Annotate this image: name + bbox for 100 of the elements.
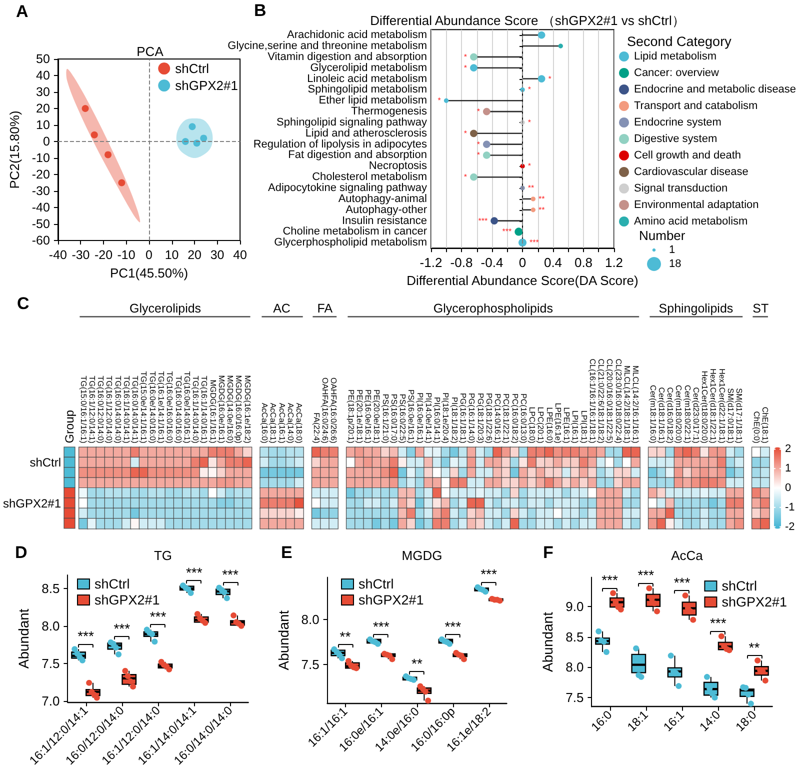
x-tick-label: LPE(16:0) (544, 407, 554, 444)
data-label: * (548, 74, 552, 84)
x-tick-label: Cer(d16:0/18:2) (666, 387, 675, 444)
data-label: * (476, 140, 480, 149)
y-tick-label: Necroptosis (368, 160, 428, 172)
y-tick-label: Sphingolipid metabolism (308, 84, 427, 96)
x-tick-label: 0 (146, 248, 153, 262)
x-tick-label: PE(20:0e/18:1) (372, 389, 382, 444)
legend-label: shCtrl (722, 578, 757, 594)
legend-label: 18 (669, 258, 682, 270)
legend-label: Cardiovascular disease (634, 166, 748, 178)
y-tick-label: Autophagy-other (346, 204, 428, 216)
y-tick-label: -40 (32, 200, 50, 214)
y-tick-label: Glycine,serine and threonine metabolism (228, 40, 427, 52)
y-tick-label: 7.5 (301, 657, 320, 672)
y-axis-title: Abundant (16, 608, 32, 669)
legend-label: Environmental adaptation (634, 199, 759, 211)
color-bar-label: -2 (785, 520, 795, 533)
x-tick-label: LPE(16:1) (562, 407, 572, 444)
data-label: * (528, 162, 531, 171)
text: Number (639, 228, 686, 244)
chart-title: MGDG (402, 548, 442, 563)
x-tick-label: Cer(d18:1/16:1) (656, 387, 666, 444)
y-tick-label: -60 (32, 234, 50, 248)
y-tick-label: Choline metabolism in cancer (282, 226, 428, 238)
data-label: * (528, 118, 531, 127)
legend-label: shCtrl (175, 61, 210, 76)
y-tick-label: Cholesterol metabolism (312, 171, 427, 184)
x-tick-label: PE(16:0e/16:1) (364, 389, 373, 444)
y-tick-label: Regulation of lipolysis in adipocytes (253, 138, 428, 150)
x-tick-label: -30 (72, 248, 90, 262)
data-label: * (464, 63, 468, 72)
x-tick-label: MLCL(14:2/16:1/16:1) (631, 365, 640, 444)
y-tick-label: -30 (32, 184, 50, 198)
x-tick-label: LPC(20:1) (536, 406, 546, 444)
y-tick-label: Lipid and atherosclerosis (305, 127, 428, 140)
x-tick-label: PE(20:1e/18:1) (354, 389, 364, 444)
annotation: *** (638, 567, 655, 584)
x-tick-label: -10 (117, 248, 136, 262)
y-tick-label: Vitamin digestion and absorption (268, 50, 427, 63)
x-tick-label: TG(16:0/12:0/14:0) (96, 376, 106, 444)
x-tick-label: TG(16:0/14:0/14:0) (113, 376, 122, 444)
legend-label: Signal transduction (634, 182, 728, 194)
legend-title: Second Category (627, 34, 732, 49)
x-tick-label: FA(22:4) (312, 412, 321, 444)
x-tick-label: PI(18:1/18:2) (450, 397, 459, 444)
x-tick-label: PS(16:1/21:0) (380, 394, 390, 444)
color-bar-label: 1 (785, 462, 792, 475)
text: C (17, 294, 30, 313)
legend-label: Lipid metabolism (634, 50, 717, 62)
x-tick-label: CL(16:1/16:1/16:1/18:1) (588, 358, 597, 444)
x-tick-label: LPI(18:1) (579, 410, 588, 444)
x-tick-label: ChE(0:0) (752, 411, 761, 444)
x-tick-label: -0.8 (450, 255, 473, 270)
x-tick-label: MGDG(16:1/16:1) (208, 380, 218, 444)
x-tick-label: AcCa(14:0) (286, 402, 295, 444)
y-tick-label: Glycerolipid metabolism (310, 62, 427, 74)
y-tick-label: Sphingolipid signaling pathway (276, 116, 428, 128)
x-tick-label: TG(16:1/12:0/14:0) (104, 376, 114, 444)
x-tick-label: PI(16:0e/16:1) (415, 392, 424, 444)
annotation: *** (114, 620, 131, 637)
y-axis-title: Abundant (275, 610, 292, 670)
x-tick-label: Hex1Cer(d18:1/22:1) (708, 368, 718, 444)
y-axis-title: PC2(15.80%) (7, 110, 22, 189)
data-label: * (528, 85, 531, 94)
y-tick-label: Arachidonic acid metabolism (286, 29, 427, 42)
x-tick-label: MGDG(16:0e/16:1) (216, 375, 226, 444)
x-tick-label: MGDG(16:1e/18:2) (242, 375, 252, 444)
x-tick-label: Hex1Cer(t18:0/20:0) (700, 370, 710, 444)
annotation: *** (674, 574, 691, 591)
data-label: *** (502, 227, 512, 236)
legend-label: shGPX2#1 (175, 78, 238, 93)
y-tick-label: Fat digestion and absorption (288, 149, 427, 162)
y-tick-label: shGPX2#1 (2, 496, 62, 510)
x-tick-label: TG(16:1/14:0/16:1) (200, 376, 209, 444)
data-label: * (438, 96, 441, 106)
data-label: *** (530, 238, 539, 248)
legend-label: Cell growth and death (634, 150, 742, 162)
x-tick-label: SM(d17:1/18:1) (734, 388, 744, 444)
annotation: ** (748, 640, 760, 656)
x-tick-label: PC(16:0/18:2) (510, 393, 520, 444)
x-tick-label: Cer(d23:0/17:1) (691, 387, 700, 444)
y-tick-label: 7.0 (42, 693, 60, 708)
annotation: ** (340, 628, 352, 644)
legend-label: shGPX2#1 (94, 592, 160, 608)
y-tick-label: Ether lipid metabolism (318, 94, 427, 107)
data-label: ** (528, 184, 534, 193)
data-label: ** (538, 194, 545, 204)
x-tick-label: PS(16:0/22:5) (398, 394, 408, 444)
text: Glycerophospholipids (433, 302, 553, 316)
annotation: *** (602, 572, 618, 588)
text: D (15, 543, 28, 562)
data-label: ** (538, 205, 545, 214)
x-tick-label: PS(16:0e/16:1) (406, 389, 416, 444)
y-tick-label: Adipocytokine signaling pathway (268, 182, 428, 194)
y-tick-label: Thermogenesis (351, 106, 428, 118)
x-tick-label: OAHFA(16:0/26:6) (329, 377, 338, 444)
annotation: *** (150, 608, 167, 625)
legend-label: Amino acid metabolism (634, 216, 748, 228)
annotation: *** (710, 615, 727, 632)
